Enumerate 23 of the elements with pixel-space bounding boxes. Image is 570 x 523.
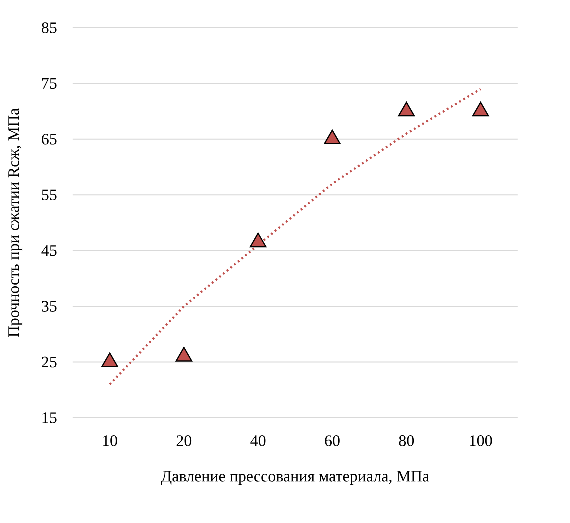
point xyxy=(176,347,193,362)
y-tick-label: 45 xyxy=(42,246,57,256)
y-tick-label: 65 xyxy=(42,134,57,145)
point xyxy=(398,102,416,117)
y-tick-label: 55 xyxy=(42,190,57,200)
y-axis-title: Прочность при сжатии Rсж, МПа xyxy=(8,108,23,338)
y-tick-label: 15 xyxy=(42,412,57,424)
x-axis-title: Давление прессования материала, МПа xyxy=(161,471,430,486)
x-tick-label: 100 xyxy=(470,436,492,446)
point xyxy=(324,130,341,145)
y-tick-label: 85 xyxy=(42,22,57,34)
x-tick-label: 20 xyxy=(176,436,192,446)
x-tick-label: 10 xyxy=(103,436,118,446)
point xyxy=(102,352,118,368)
y-tick-label: 35 xyxy=(42,301,57,312)
x-tick-label: 80 xyxy=(399,436,414,446)
y-tick-label: 75 xyxy=(42,78,57,90)
y-tick-label: 25 xyxy=(42,356,57,368)
x-tick-label: 40 xyxy=(250,436,266,446)
line-series xyxy=(108,88,482,386)
point xyxy=(250,232,267,248)
point xyxy=(472,102,490,117)
x-tick-label: 60 xyxy=(325,436,340,446)
